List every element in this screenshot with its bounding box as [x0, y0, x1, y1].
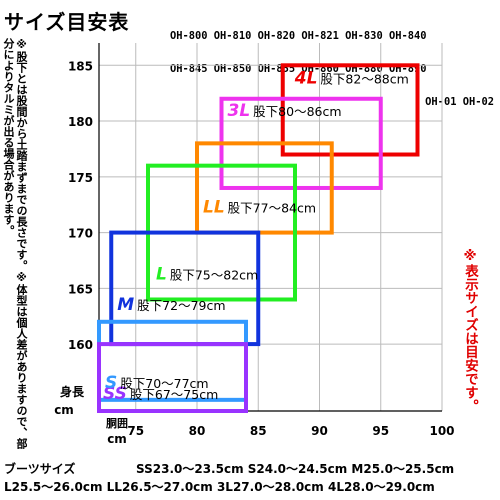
y-tick-label: 175 — [68, 171, 93, 185]
size-label-3l: 3L 股下80～86cm — [228, 101, 342, 121]
x-tick-label: 75 — [127, 424, 144, 438]
size-code: M — [117, 295, 134, 315]
size-label-s: S 股下70～77cm — [105, 373, 209, 393]
x-axis-label: 胴囲 — [106, 417, 128, 430]
y-tick-label: 170 — [68, 227, 93, 241]
page-title: サイズ目安表 — [4, 10, 130, 34]
size-label-ll: LL 股下77～84cm — [203, 198, 316, 218]
x-tick-label: 85 — [250, 424, 267, 438]
x-tick-label: 80 — [189, 424, 206, 438]
y-tick-label: 180 — [68, 115, 93, 129]
x-tick-label: 95 — [372, 424, 389, 438]
note-disclaimer: ※表示サイズは目安です。 — [462, 248, 478, 413]
size-box-ll — [195, 141, 334, 235]
y-axis-label: 身長 — [60, 384, 85, 399]
y-tick-label: 185 — [68, 59, 93, 73]
inseam-range: 股下72～79cm — [137, 298, 225, 313]
size-code: LL — [203, 198, 225, 218]
inseam-range: 股下80～86cm — [253, 104, 341, 119]
size-label-m: M 股下72～79cm — [117, 295, 225, 315]
inseam-range: 股下67～75cm — [130, 387, 218, 402]
size-label-l: L 股下75～82cm — [156, 264, 258, 284]
y-tick-label: 165 — [68, 282, 93, 296]
size-label-4l: 4L 股下82～88cm — [294, 68, 409, 88]
model-list: OH-800 OH-810 OH-820 OH-821 OH-830 OH-84… — [170, 9, 498, 119]
size-code: SS — [103, 384, 127, 404]
model-list-row: OH-01 OH-02 — [425, 96, 494, 108]
boots-size-line: SS23.0～23.5cm S24.0～24.5cm M25.0～25.5cm — [136, 462, 455, 476]
x-tick-label: 90 — [311, 424, 328, 438]
model-list-row: OH-845 OH-850 OH-855 OH-860 OH-880 OH-89… — [170, 63, 427, 75]
model-list-row: OH-800 OH-810 OH-820 OH-821 OH-830 OH-84… — [170, 30, 427, 42]
boots-size-line: L25.5～26.0cm LL26.5～27.0cm 3L27.0～28.0cm… — [4, 480, 435, 494]
y-axis-unit: cm — [54, 403, 74, 417]
x-axis-unit: cm — [107, 432, 127, 446]
size-code: L — [156, 264, 167, 284]
inseam-range: 股下82～88cm — [320, 71, 408, 86]
size-code: 3L — [228, 101, 251, 121]
size-box-4l — [280, 63, 420, 157]
inseam-range: 股下75～82cm — [170, 267, 258, 282]
x-tick-label: 100 — [429, 424, 454, 438]
note-inseam: ※股下とは股間から土踏まずまでの長さです。※体型は個人差がありますので、部分によ… — [2, 38, 28, 449]
size-code: S — [105, 373, 117, 393]
boots-size-title: ブーツサイズ — [4, 462, 76, 476]
y-tick-label: 160 — [68, 338, 93, 352]
inseam-range: 股下70～77cm — [120, 376, 208, 391]
size-label-ss: SS 股下67～75cm — [103, 384, 218, 404]
inseam-range: 股下77～84cm — [228, 201, 316, 216]
size-code: 4L — [294, 68, 318, 88]
size-box-ss — [97, 342, 248, 413]
